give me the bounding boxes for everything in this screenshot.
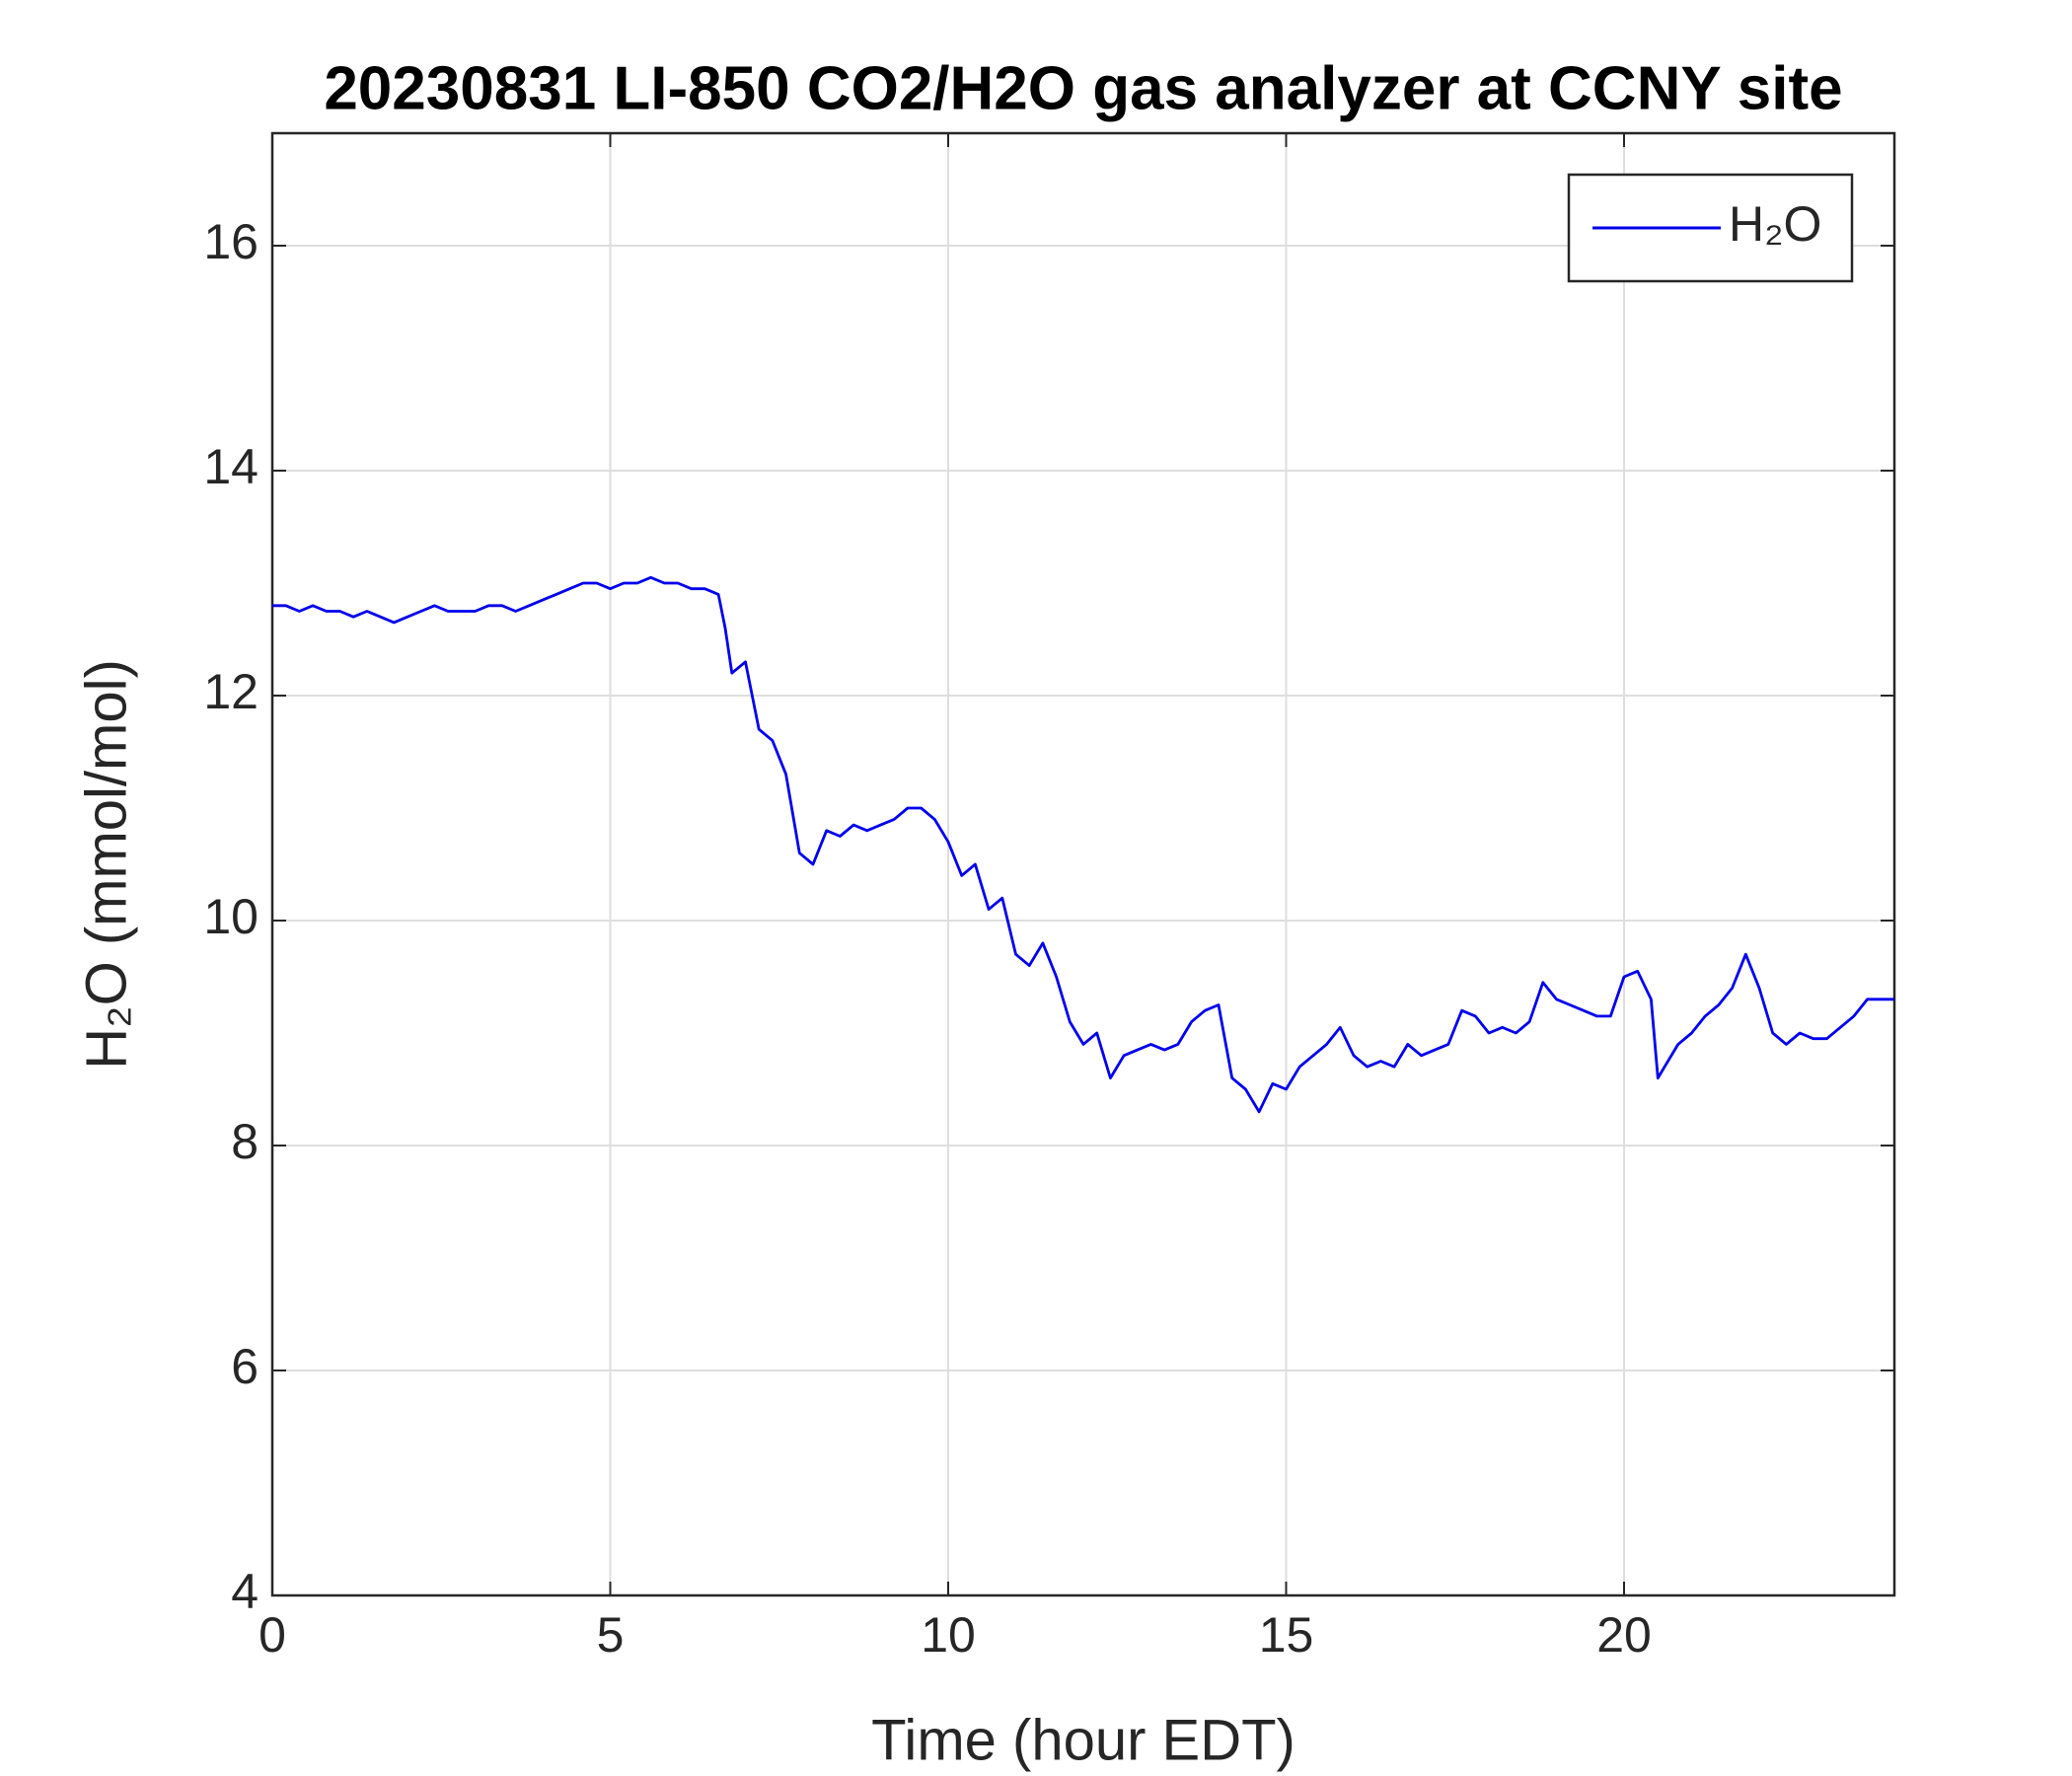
y-tick-label: 14 [203,439,259,494]
data-line [272,575,1894,1114]
x-tick-label: 0 [259,1607,286,1663]
y-tick-label: 16 [203,214,259,269]
y-tick-label: 8 [231,1114,259,1169]
y-tick-label: 10 [203,889,259,944]
y-tick-label: 4 [231,1564,259,1619]
x-tick-label: 10 [921,1607,976,1663]
chart-title: 20230831 LI-850 CO2/H2O gas analyzer at … [324,54,1842,122]
x-tick-label: 20 [1596,1607,1652,1663]
y-tick-label: 6 [231,1339,259,1394]
legend-label: H₂O [1729,196,1821,252]
y-tick-label: 12 [203,664,259,719]
plot-frame [270,131,1896,1597]
y-axis-label: H₂O (mmol/mol) [74,659,138,1070]
x-tick-label: 15 [1259,1607,1314,1663]
x-axis-label: Time (hour EDT) [871,1708,1295,1772]
x-tick-label: 5 [597,1607,625,1663]
